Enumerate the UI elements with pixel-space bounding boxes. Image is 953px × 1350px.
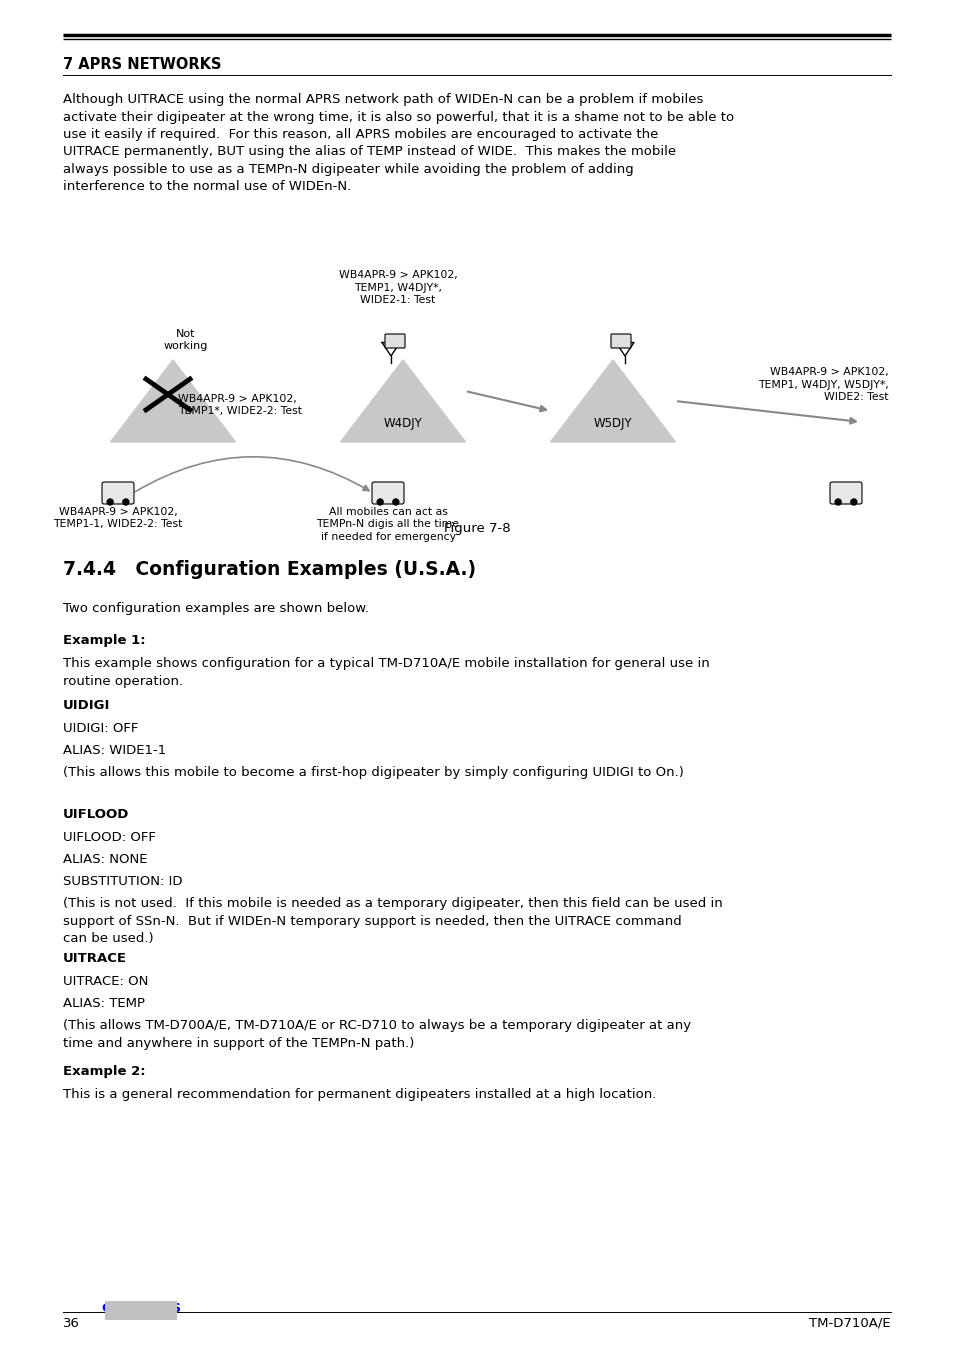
Text: SUBSTITUTION: ID: SUBSTITUTION: ID [63, 875, 182, 888]
Text: W4DJY: W4DJY [383, 417, 422, 431]
FancyBboxPatch shape [385, 333, 405, 348]
Text: Two configuration examples are shown below.: Two configuration examples are shown bel… [63, 602, 369, 616]
Text: UIDIGI: UIDIGI [63, 699, 111, 711]
Text: WB4APR-9 > APK102,
TEMP1, W4DJY*,
WIDE2-1: Test: WB4APR-9 > APK102, TEMP1, W4DJY*, WIDE2-… [338, 270, 456, 305]
Text: 36: 36 [63, 1318, 80, 1330]
Text: ALIAS: TEMP: ALIAS: TEMP [63, 998, 145, 1010]
FancyBboxPatch shape [102, 482, 133, 504]
Text: UIDIGI: OFF: UIDIGI: OFF [63, 722, 138, 734]
Text: Not
working: Not working [164, 328, 208, 351]
Text: UITRACE: UITRACE [63, 952, 127, 965]
Polygon shape [111, 360, 235, 441]
Text: Example 2:: Example 2: [63, 1065, 146, 1079]
Text: All mobiles can act as
TEMPn-N digis all the time
if needed for emergency: All mobiles can act as TEMPn-N digis all… [316, 508, 459, 541]
Text: This is a general recommendation for permanent digipeaters installed at a high l: This is a general recommendation for per… [63, 1088, 656, 1102]
Text: W5DJY: W5DJY [593, 417, 632, 431]
Text: (This allows TM-D700A/E, TM-D710A/E or RC-D710 to always be a temporary digipeat: (This allows TM-D700A/E, TM-D710A/E or R… [63, 1019, 690, 1049]
Text: CONTENTS: CONTENTS [101, 1301, 181, 1315]
Circle shape [834, 500, 841, 505]
Text: Although UITRACE using the normal APRS network path of WIDEn-N can be a problem : Although UITRACE using the normal APRS n… [63, 93, 734, 193]
Text: 7 APRS NETWORKS: 7 APRS NETWORKS [63, 57, 221, 72]
Polygon shape [550, 360, 675, 441]
Text: (This allows this mobile to become a first-hop digipeater by simply configuring : (This allows this mobile to become a fir… [63, 765, 683, 779]
Text: 7.4.4   Configuration Examples (U.S.A.): 7.4.4 Configuration Examples (U.S.A.) [63, 560, 476, 579]
Text: WB4APR-9 > APK102,
TEMP1, W4DJY, W5DJY*,
WIDE2: Test: WB4APR-9 > APK102, TEMP1, W4DJY, W5DJY*,… [758, 367, 888, 402]
Polygon shape [340, 360, 465, 441]
Circle shape [123, 500, 129, 505]
Text: UITRACE: ON: UITRACE: ON [63, 975, 149, 988]
FancyBboxPatch shape [610, 333, 630, 348]
Text: Example 1:: Example 1: [63, 634, 146, 647]
FancyBboxPatch shape [105, 1300, 177, 1319]
Circle shape [376, 500, 383, 505]
Text: (This is not used.  If this mobile is needed as a temporary digipeater, then thi: (This is not used. If this mobile is nee… [63, 896, 722, 945]
Circle shape [107, 500, 113, 505]
Text: Figure 7-8: Figure 7-8 [443, 522, 510, 535]
Circle shape [850, 500, 856, 505]
Text: WB4APR-9 > APK102,
TEMP1-1, WIDE2-2: Test: WB4APR-9 > APK102, TEMP1-1, WIDE2-2: Tes… [53, 508, 182, 529]
Text: UIFLOOD: UIFLOOD [63, 809, 130, 821]
Text: ALIAS: NONE: ALIAS: NONE [63, 853, 148, 865]
Circle shape [393, 500, 398, 505]
Text: WB4APR-9 > APK102,
TEMP1*, WIDE2-2: Test: WB4APR-9 > APK102, TEMP1*, WIDE2-2: Test [178, 394, 302, 416]
Text: TM-D710A/E: TM-D710A/E [808, 1318, 890, 1330]
Text: ALIAS: WIDE1-1: ALIAS: WIDE1-1 [63, 744, 166, 757]
Text: This example shows configuration for a typical TM-D710A/E mobile installation fo: This example shows configuration for a t… [63, 657, 709, 687]
FancyBboxPatch shape [829, 482, 862, 504]
FancyBboxPatch shape [372, 482, 403, 504]
Text: UIFLOOD: OFF: UIFLOOD: OFF [63, 832, 155, 844]
